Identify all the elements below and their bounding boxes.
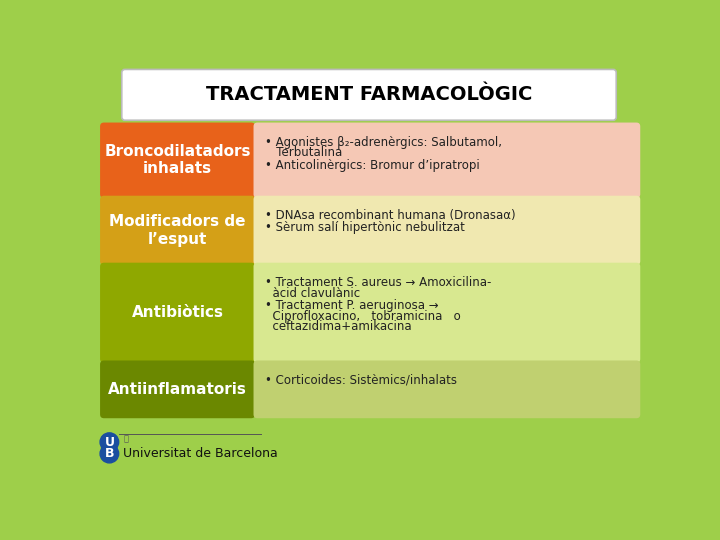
Text: • Sèrum salí hipertònic nebulitzat: • Sèrum salí hipertònic nebulitzat xyxy=(265,221,465,234)
Text: • Agonistes β₂-adrenèrgics: Salbutamol,: • Agonistes β₂-adrenèrgics: Salbutamol, xyxy=(265,136,502,148)
FancyBboxPatch shape xyxy=(253,361,640,418)
FancyBboxPatch shape xyxy=(253,262,640,363)
Text: Ciprofloxacino,   tobramicina   o: Ciprofloxacino, tobramicina o xyxy=(265,309,461,323)
Text: U: U xyxy=(104,436,114,449)
Text: TRACTAMENT FARMACOLÒGIC: TRACTAMENT FARMACOLÒGIC xyxy=(206,85,532,104)
Text: • Anticolinèrgics: Bromur d’ipratropi: • Anticolinèrgics: Bromur d’ipratropi xyxy=(265,159,480,172)
FancyBboxPatch shape xyxy=(100,123,255,198)
Text: àcid clavulànic: àcid clavulànic xyxy=(265,287,360,300)
Circle shape xyxy=(100,444,119,463)
FancyBboxPatch shape xyxy=(253,123,640,198)
Text: Modificadors de
l’esput: Modificadors de l’esput xyxy=(109,214,246,247)
FancyBboxPatch shape xyxy=(100,361,255,418)
Text: Broncodilatadors
inhalats: Broncodilatadors inhalats xyxy=(104,144,251,177)
Text: Terbutalina: Terbutalina xyxy=(265,146,343,159)
Text: Universitat de Barcelona: Universitat de Barcelona xyxy=(123,447,278,460)
Text: Antiinflamatoris: Antiinflamatoris xyxy=(108,382,247,397)
Text: • Corticoides: Sistèmics/inhalats: • Corticoides: Sistèmics/inhalats xyxy=(265,374,457,387)
Text: B: B xyxy=(104,447,114,460)
FancyBboxPatch shape xyxy=(122,70,616,120)
Text: • DNAsa recombinant humana (Dronasaα): • DNAsa recombinant humana (Dronasaα) xyxy=(265,209,516,222)
Text: 🏛: 🏛 xyxy=(123,435,128,443)
Text: ceftazidima+amikacina: ceftazidima+amikacina xyxy=(265,320,412,333)
FancyBboxPatch shape xyxy=(253,195,640,265)
FancyBboxPatch shape xyxy=(100,195,255,265)
Text: • Tractament P. aeruginosa →: • Tractament P. aeruginosa → xyxy=(265,299,438,312)
Text: Antibiòtics: Antibiòtics xyxy=(132,305,224,320)
FancyBboxPatch shape xyxy=(100,262,255,363)
Text: • Tractament S. aureus → Amoxicilina-: • Tractament S. aureus → Amoxicilina- xyxy=(265,276,492,289)
Circle shape xyxy=(100,433,119,451)
